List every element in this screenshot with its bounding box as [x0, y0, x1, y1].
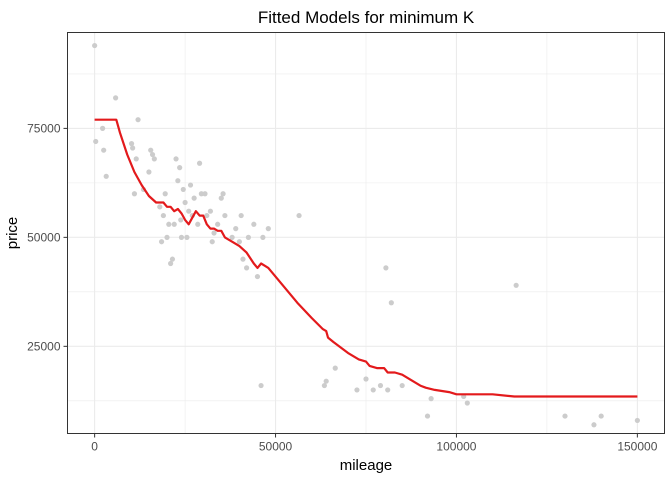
data-point — [218, 195, 224, 201]
data-point — [148, 147, 154, 153]
data-point — [388, 300, 394, 306]
data-point — [101, 147, 107, 153]
data-point — [130, 145, 136, 151]
data-point — [178, 234, 185, 240]
data-point — [222, 212, 228, 219]
data-point — [168, 260, 174, 267]
data-point — [135, 117, 141, 123]
x-tick-label: 0 — [91, 440, 98, 454]
data-point — [171, 221, 177, 227]
x-axis-title: mileage — [340, 457, 393, 474]
data-point — [166, 221, 172, 227]
data-point — [178, 217, 184, 223]
data-point — [151, 156, 157, 162]
data-point — [157, 204, 163, 210]
data-point — [244, 265, 250, 271]
data-point — [370, 387, 376, 393]
data-point — [146, 169, 152, 175]
data-point — [158, 239, 165, 245]
grid-minor — [67, 32, 665, 434]
data-point — [245, 234, 252, 240]
data-point — [229, 234, 235, 240]
data-point — [598, 413, 604, 419]
data-point — [131, 191, 138, 197]
data-point — [296, 212, 302, 219]
data-point — [211, 230, 217, 236]
data-point — [254, 273, 261, 280]
data-point — [260, 234, 266, 240]
plot-panel — [67, 32, 665, 434]
data-point — [184, 234, 190, 240]
data-point — [377, 382, 384, 389]
data-point — [173, 156, 179, 162]
data-point — [332, 365, 338, 371]
data-point — [198, 191, 204, 197]
data-point — [160, 212, 166, 219]
data-point — [207, 208, 214, 214]
data-point — [385, 387, 391, 393]
data-point — [93, 138, 99, 145]
data-point — [133, 156, 139, 162]
data-point — [363, 376, 369, 382]
fit-line — [94, 118, 638, 398]
x-tick-label: 100000 — [436, 440, 476, 454]
data-point — [164, 234, 170, 240]
data-point — [196, 160, 203, 166]
data-point — [169, 256, 176, 262]
data-point — [321, 382, 327, 389]
data-point — [215, 221, 221, 227]
data-point — [591, 422, 597, 428]
data-point — [265, 226, 271, 232]
data-point — [464, 400, 470, 406]
y-tick-label: 25000 — [27, 339, 61, 353]
data-point — [258, 382, 264, 389]
data-point — [634, 417, 640, 424]
chart-title: Fitted Models for minimum K — [258, 8, 475, 27]
x-tick-label: 50000 — [259, 440, 293, 454]
data-point — [187, 182, 194, 188]
data-point — [251, 221, 257, 227]
data-point — [128, 141, 135, 147]
data-point — [354, 387, 360, 393]
panel-border — [67, 32, 665, 434]
y-axis: 25000 50000 75000 — [27, 121, 68, 353]
data-point — [204, 212, 210, 219]
data-point — [233, 226, 239, 232]
data-point — [562, 413, 568, 419]
data-point — [149, 151, 156, 158]
data-point — [209, 239, 215, 245]
y-axis-title: price — [4, 217, 21, 250]
data-point — [182, 199, 188, 206]
y-tick-label: 50000 — [27, 230, 61, 244]
data-point — [202, 191, 208, 197]
data-point — [424, 413, 431, 419]
data-point — [99, 125, 106, 131]
x-axis: 0 50000 100000 150000 — [91, 433, 658, 454]
data-point — [177, 165, 183, 171]
y-tick-label: 75000 — [27, 121, 61, 135]
data-point — [428, 396, 434, 402]
data-point — [103, 173, 109, 179]
data-point — [383, 265, 389, 271]
data-point — [195, 221, 201, 227]
data-point — [175, 178, 181, 184]
data-point — [186, 208, 192, 214]
data-point — [180, 186, 186, 193]
data-point — [220, 191, 226, 197]
data-point — [513, 282, 519, 288]
data-point — [323, 378, 329, 384]
data-point — [92, 42, 98, 49]
grid-major — [67, 32, 665, 434]
data-point — [238, 212, 244, 219]
scatter-points — [92, 42, 640, 428]
data-point — [399, 382, 405, 389]
data-point — [162, 191, 168, 197]
data-point — [191, 195, 197, 201]
data-point — [240, 256, 246, 262]
x-tick-label: 150000 — [617, 440, 657, 454]
data-point — [113, 95, 119, 101]
data-point — [236, 239, 242, 245]
